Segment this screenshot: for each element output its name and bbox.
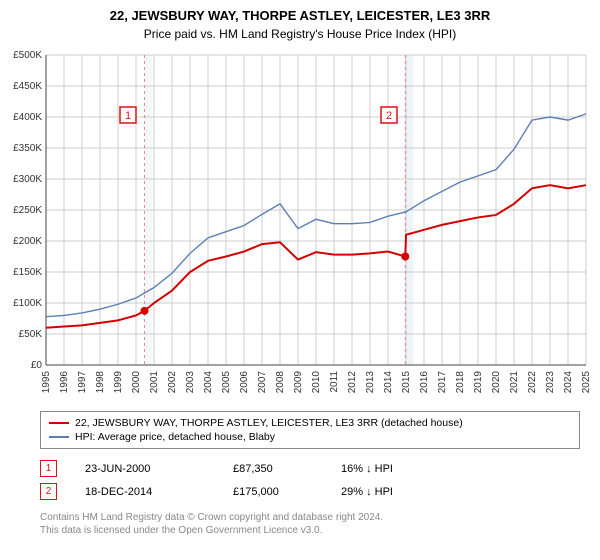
svg-text:2004: 2004: [203, 371, 214, 394]
sale-marker-icon: 1: [40, 460, 57, 477]
svg-text:2022: 2022: [527, 371, 538, 394]
svg-text:2003: 2003: [185, 371, 196, 394]
svg-text:2001: 2001: [149, 371, 160, 394]
svg-text:2009: 2009: [293, 371, 304, 394]
svg-text:1: 1: [125, 110, 131, 122]
svg-text:1998: 1998: [95, 371, 106, 394]
legend-item: 22, JEWSBURY WAY, THORPE ASTLEY, LEICEST…: [49, 416, 571, 430]
svg-text:2000: 2000: [131, 371, 142, 394]
legend-swatch: [49, 436, 69, 438]
svg-text:2023: 2023: [545, 371, 556, 394]
svg-text:£350K: £350K: [13, 143, 42, 154]
legend-label: 22, JEWSBURY WAY, THORPE ASTLEY, LEICEST…: [75, 417, 463, 429]
svg-text:2: 2: [386, 110, 392, 122]
svg-text:2024: 2024: [563, 371, 574, 394]
chart: £0 £50K £100K £150K £200K £250K £300K £350K £400…: [0, 45, 600, 405]
svg-text:2020: 2020: [491, 371, 502, 394]
svg-text:2012: 2012: [347, 371, 358, 394]
svg-text:2017: 2017: [437, 371, 448, 394]
svg-text:1995: 1995: [41, 371, 52, 394]
svg-text:1999: 1999: [113, 371, 124, 394]
legend: 22, JEWSBURY WAY, THORPE ASTLEY, LEICEST…: [40, 411, 580, 449]
chart-title: 22, JEWSBURY WAY, THORPE ASTLEY, LEICEST…: [0, 0, 600, 23]
svg-text:2016: 2016: [419, 371, 430, 394]
svg-text:£500K: £500K: [13, 50, 42, 61]
svg-text:2013: 2013: [365, 371, 376, 394]
svg-text:2010: 2010: [311, 371, 322, 394]
svg-text:£150K: £150K: [13, 267, 42, 278]
footer: Contains HM Land Registry data © Crown c…: [40, 511, 580, 537]
sale-date: 23-JUN-2000: [85, 463, 205, 475]
sale-row: 1 23-JUN-2000 £87,350 16% ↓ HPI: [40, 457, 580, 480]
svg-text:2006: 2006: [239, 371, 250, 394]
svg-text:2011: 2011: [329, 371, 340, 393]
svg-text:£250K: £250K: [13, 205, 42, 216]
sale-row: 2 18-DEC-2014 £175,000 29% ↓ HPI: [40, 480, 580, 503]
svg-text:2002: 2002: [167, 371, 178, 394]
svg-text:1997: 1997: [77, 371, 88, 394]
svg-text:2007: 2007: [257, 371, 268, 394]
svg-text:2005: 2005: [221, 371, 232, 394]
svg-text:£400K: £400K: [13, 112, 42, 123]
sale-marker-icon: 2: [40, 483, 57, 500]
sales-table: 1 23-JUN-2000 £87,350 16% ↓ HPI 2 18-DEC…: [40, 457, 580, 503]
svg-text:1996: 1996: [59, 371, 70, 394]
legend-label: HPI: Average price, detached house, Blab…: [75, 431, 275, 443]
footer-line: This data is licensed under the Open Gov…: [40, 524, 580, 537]
svg-text:2014: 2014: [383, 371, 394, 394]
svg-text:£300K: £300K: [13, 174, 42, 185]
sale-diff: 16% ↓ HPI: [341, 463, 441, 475]
svg-text:2008: 2008: [275, 371, 286, 394]
sale-price: £175,000: [233, 486, 313, 498]
legend-swatch: [49, 422, 69, 424]
svg-text:2018: 2018: [455, 371, 466, 394]
sale-price: £87,350: [233, 463, 313, 475]
svg-text:£450K: £450K: [13, 81, 42, 92]
svg-text:2025: 2025: [581, 371, 592, 394]
chart-svg: £0 £50K £100K £150K £200K £250K £300K £350K £400…: [0, 45, 600, 405]
chart-subtitle: Price paid vs. HM Land Registry's House …: [0, 23, 600, 45]
sale-date: 18-DEC-2014: [85, 486, 205, 498]
sale-diff: 29% ↓ HPI: [341, 486, 441, 498]
footer-line: Contains HM Land Registry data © Crown c…: [40, 511, 580, 524]
svg-text:£200K: £200K: [13, 236, 42, 247]
svg-text:2021: 2021: [509, 371, 520, 394]
svg-text:2015: 2015: [401, 371, 412, 394]
svg-text:£0: £0: [31, 360, 43, 371]
legend-item: HPI: Average price, detached house, Blab…: [49, 430, 571, 444]
container: 22, JEWSBURY WAY, THORPE ASTLEY, LEICEST…: [0, 0, 600, 537]
svg-text:£100K: £100K: [13, 298, 42, 309]
svg-text:£50K: £50K: [19, 329, 43, 340]
svg-text:2019: 2019: [473, 371, 484, 394]
